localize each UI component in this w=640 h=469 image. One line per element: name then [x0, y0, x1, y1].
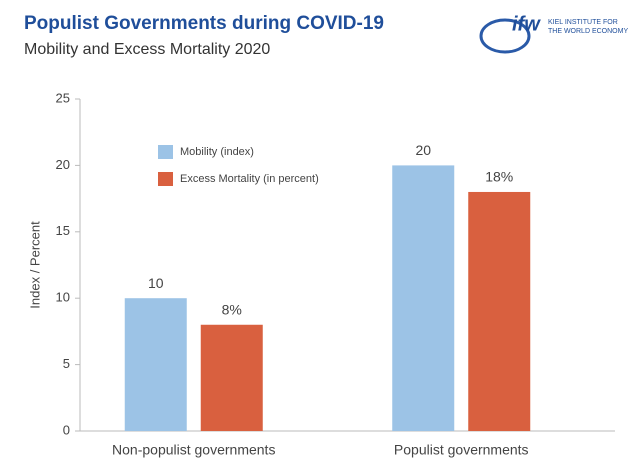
x-tick-label: Populist governments — [394, 442, 529, 458]
bar — [200, 324, 263, 431]
logo-caption: KIEL INSTITUTE FOR — [548, 19, 618, 26]
y-tick-label: 25 — [56, 90, 70, 105]
data-label: 10 — [148, 275, 164, 291]
bar — [392, 165, 455, 431]
y-tick-label: 10 — [56, 290, 70, 305]
legend-label: Mobility (index) — [180, 146, 254, 158]
data-label: 18% — [485, 169, 513, 185]
y-axis-label: Index / Percent — [27, 221, 42, 309]
legend-label: Excess Mortality (in percent) — [180, 173, 319, 185]
data-label: 20 — [415, 142, 431, 158]
legend-swatch — [158, 172, 173, 186]
logo-globe — [479, 18, 531, 54]
x-tick-label: Non-populist governments — [112, 442, 275, 458]
bar — [124, 298, 187, 431]
y-tick-label: 5 — [63, 356, 70, 371]
logo: ifw KIEL INSTITUTE FOR THE WORLD ECONOMY — [479, 13, 628, 54]
bar — [468, 191, 531, 431]
legend-swatch — [158, 145, 173, 159]
chart-title: Populist Governments during COVID-19 — [24, 13, 384, 34]
logo-mark: ifw — [512, 13, 541, 35]
y-tick-label: 20 — [56, 157, 70, 172]
y-tick-label: 0 — [63, 422, 70, 437]
data-label: 8% — [222, 301, 242, 317]
logo-caption: THE WORLD ECONOMY — [548, 28, 628, 35]
chart-subtitle: Mobility and Excess Mortality 2020 — [24, 41, 270, 58]
y-tick-label: 15 — [56, 223, 70, 238]
